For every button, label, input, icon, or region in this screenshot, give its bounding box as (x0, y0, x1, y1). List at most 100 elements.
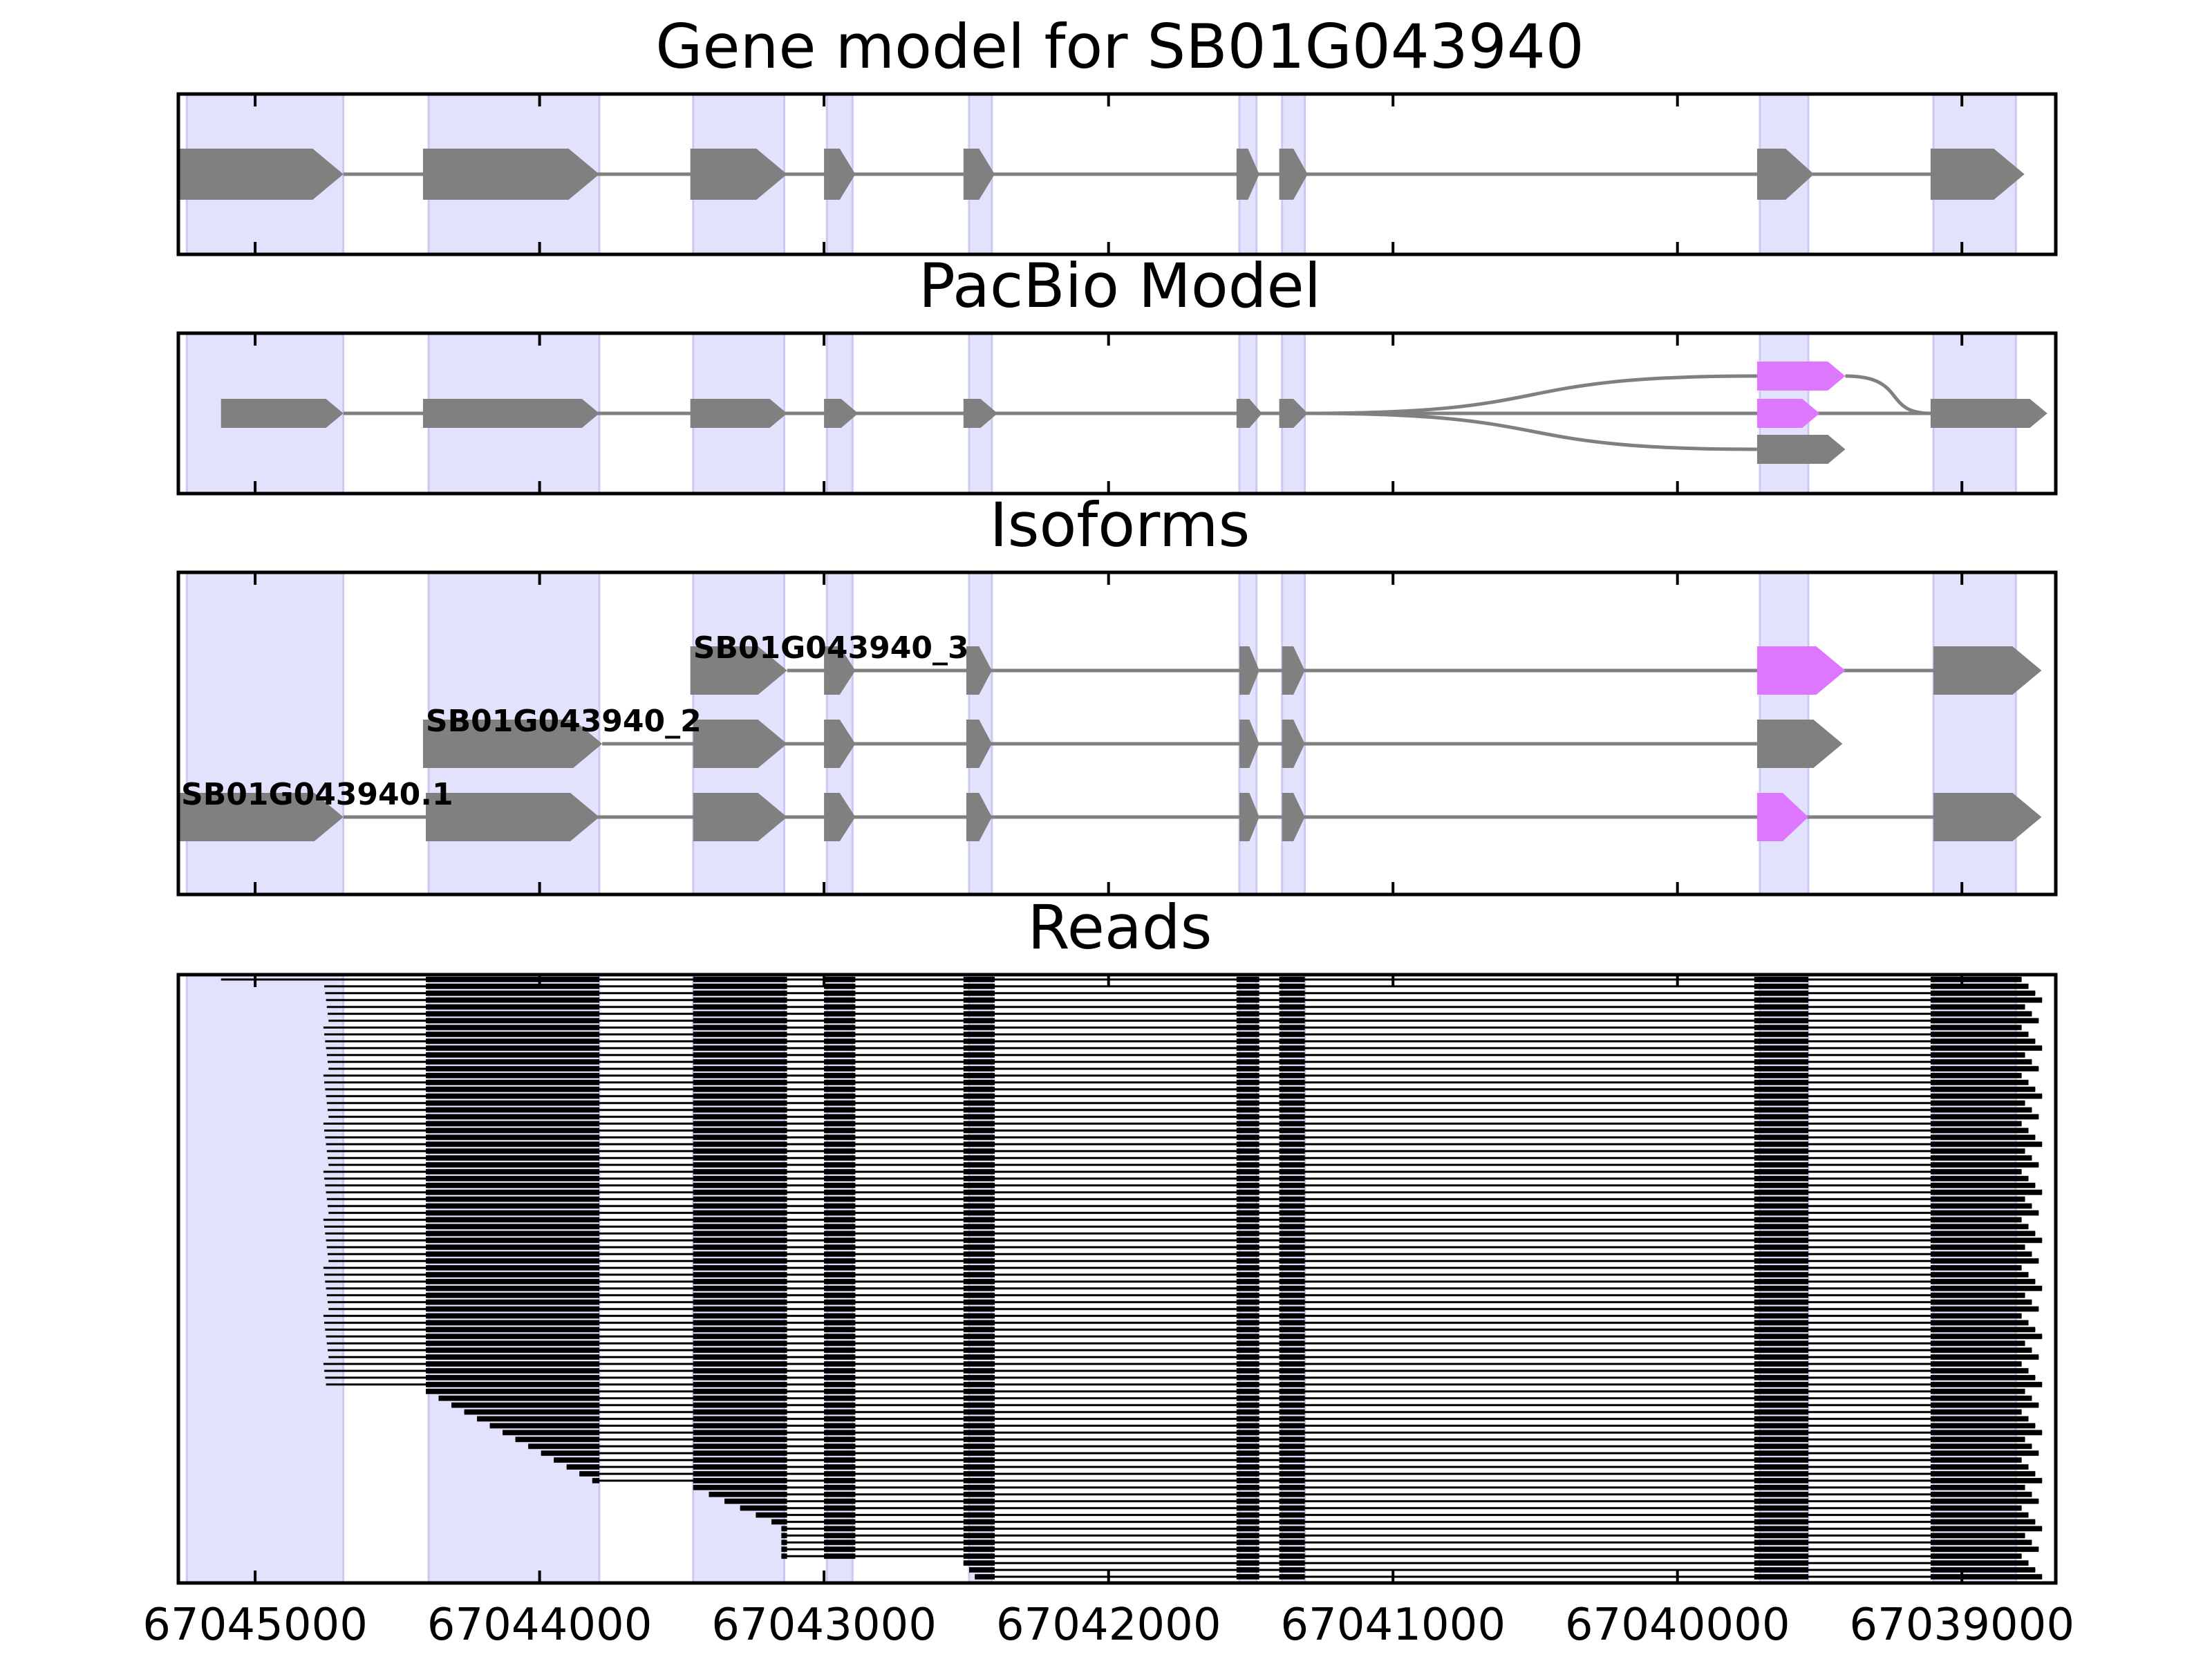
read-block (1236, 1272, 1259, 1277)
read-block (426, 1354, 599, 1360)
read-block (426, 1230, 599, 1237)
read-block (1236, 1368, 1259, 1374)
read-block (1279, 1361, 1305, 1367)
read-block (1236, 1430, 1259, 1436)
read-block (1236, 1436, 1259, 1443)
read-block (426, 1237, 599, 1244)
read-block (693, 1409, 787, 1415)
exon (1756, 362, 1846, 391)
read-block (963, 1169, 995, 1174)
read-block (1236, 1080, 1259, 1085)
read-block (1754, 1492, 1808, 1497)
read-block (1930, 1450, 2039, 1456)
read-block (1754, 1519, 1808, 1525)
read-block (963, 1011, 995, 1017)
read-block (824, 1100, 856, 1106)
read-block (963, 1512, 995, 1518)
read-block (693, 1038, 787, 1044)
read-block (693, 1272, 787, 1277)
read-block (1236, 1237, 1259, 1244)
read-block (1236, 1107, 1259, 1113)
read-block (693, 1306, 787, 1312)
read-block (824, 1107, 856, 1113)
read-block (426, 997, 599, 1003)
read-block (963, 991, 995, 996)
read-block (426, 1299, 599, 1305)
read-block (1236, 1567, 1259, 1573)
tick-marks (254, 94, 1964, 254)
read-block (963, 1052, 995, 1058)
read-block (1930, 1505, 2022, 1511)
read-block (824, 1155, 856, 1161)
read-block (1236, 1327, 1259, 1333)
read-block (1754, 991, 1808, 996)
read-block (1930, 1080, 2029, 1085)
read-block (1754, 1450, 1808, 1456)
read-block (1754, 1087, 1808, 1092)
read-block (1236, 1210, 1259, 1216)
read-block (1930, 1430, 2043, 1436)
read-block (963, 1464, 995, 1470)
read-block (693, 1018, 787, 1024)
x-tick-label: 67040000 (1565, 1600, 1790, 1651)
read-block (771, 1519, 787, 1525)
read-block (1754, 1574, 1808, 1580)
read-block (1930, 1203, 2032, 1209)
read-block (1279, 1100, 1305, 1106)
read-block (426, 1389, 599, 1394)
read-block (1754, 1533, 1808, 1539)
read-block (1930, 1066, 2039, 1071)
read-block (1930, 1375, 2036, 1380)
read-block (824, 1127, 856, 1134)
read-block (693, 1004, 787, 1010)
read-block (426, 1080, 599, 1085)
read-block (1930, 1574, 2043, 1580)
read-block (824, 1224, 856, 1230)
read-block (963, 1539, 995, 1546)
read-block (1279, 1169, 1305, 1174)
read-block (1236, 1045, 1259, 1051)
read-block (426, 1107, 599, 1113)
read-block (1930, 1141, 2043, 1147)
read-block (963, 1423, 995, 1429)
read-block (963, 1443, 995, 1450)
read-block (1930, 1327, 2036, 1333)
read-block (1754, 1560, 1808, 1566)
read-block (1930, 1210, 2039, 1216)
read-block (693, 1087, 787, 1092)
read-block (1279, 1196, 1305, 1202)
read-block (426, 1279, 599, 1284)
read-block (824, 1361, 856, 1367)
read-block (1279, 1389, 1305, 1394)
read-block (1754, 1485, 1808, 1490)
read-block (824, 1121, 856, 1127)
read-block (693, 1382, 787, 1387)
read-block (1236, 1087, 1259, 1092)
read-block (1930, 1251, 2032, 1257)
read-block (1236, 1217, 1259, 1223)
read-block (963, 1031, 995, 1038)
read-block (1754, 1127, 1808, 1134)
read-block (963, 1038, 995, 1044)
read-block (693, 1471, 787, 1477)
read-block (824, 1512, 856, 1518)
exon (1239, 793, 1259, 841)
read-block (1930, 1464, 2029, 1470)
read-block (1279, 1478, 1305, 1483)
read-block (1236, 1155, 1259, 1161)
read-block (693, 1059, 787, 1065)
read-block (1236, 1546, 1259, 1553)
exon (178, 793, 344, 841)
read-block (1930, 997, 2043, 1003)
exon-bands (185, 973, 2017, 1584)
read-block (426, 1286, 599, 1291)
exon (1236, 149, 1259, 200)
read-block (963, 1127, 995, 1134)
read-block (426, 1038, 599, 1044)
read-block (963, 1436, 995, 1443)
read-block (824, 1450, 856, 1456)
read-block (1236, 1539, 1259, 1546)
read-block (1754, 1258, 1808, 1264)
read-block (1754, 1430, 1808, 1436)
